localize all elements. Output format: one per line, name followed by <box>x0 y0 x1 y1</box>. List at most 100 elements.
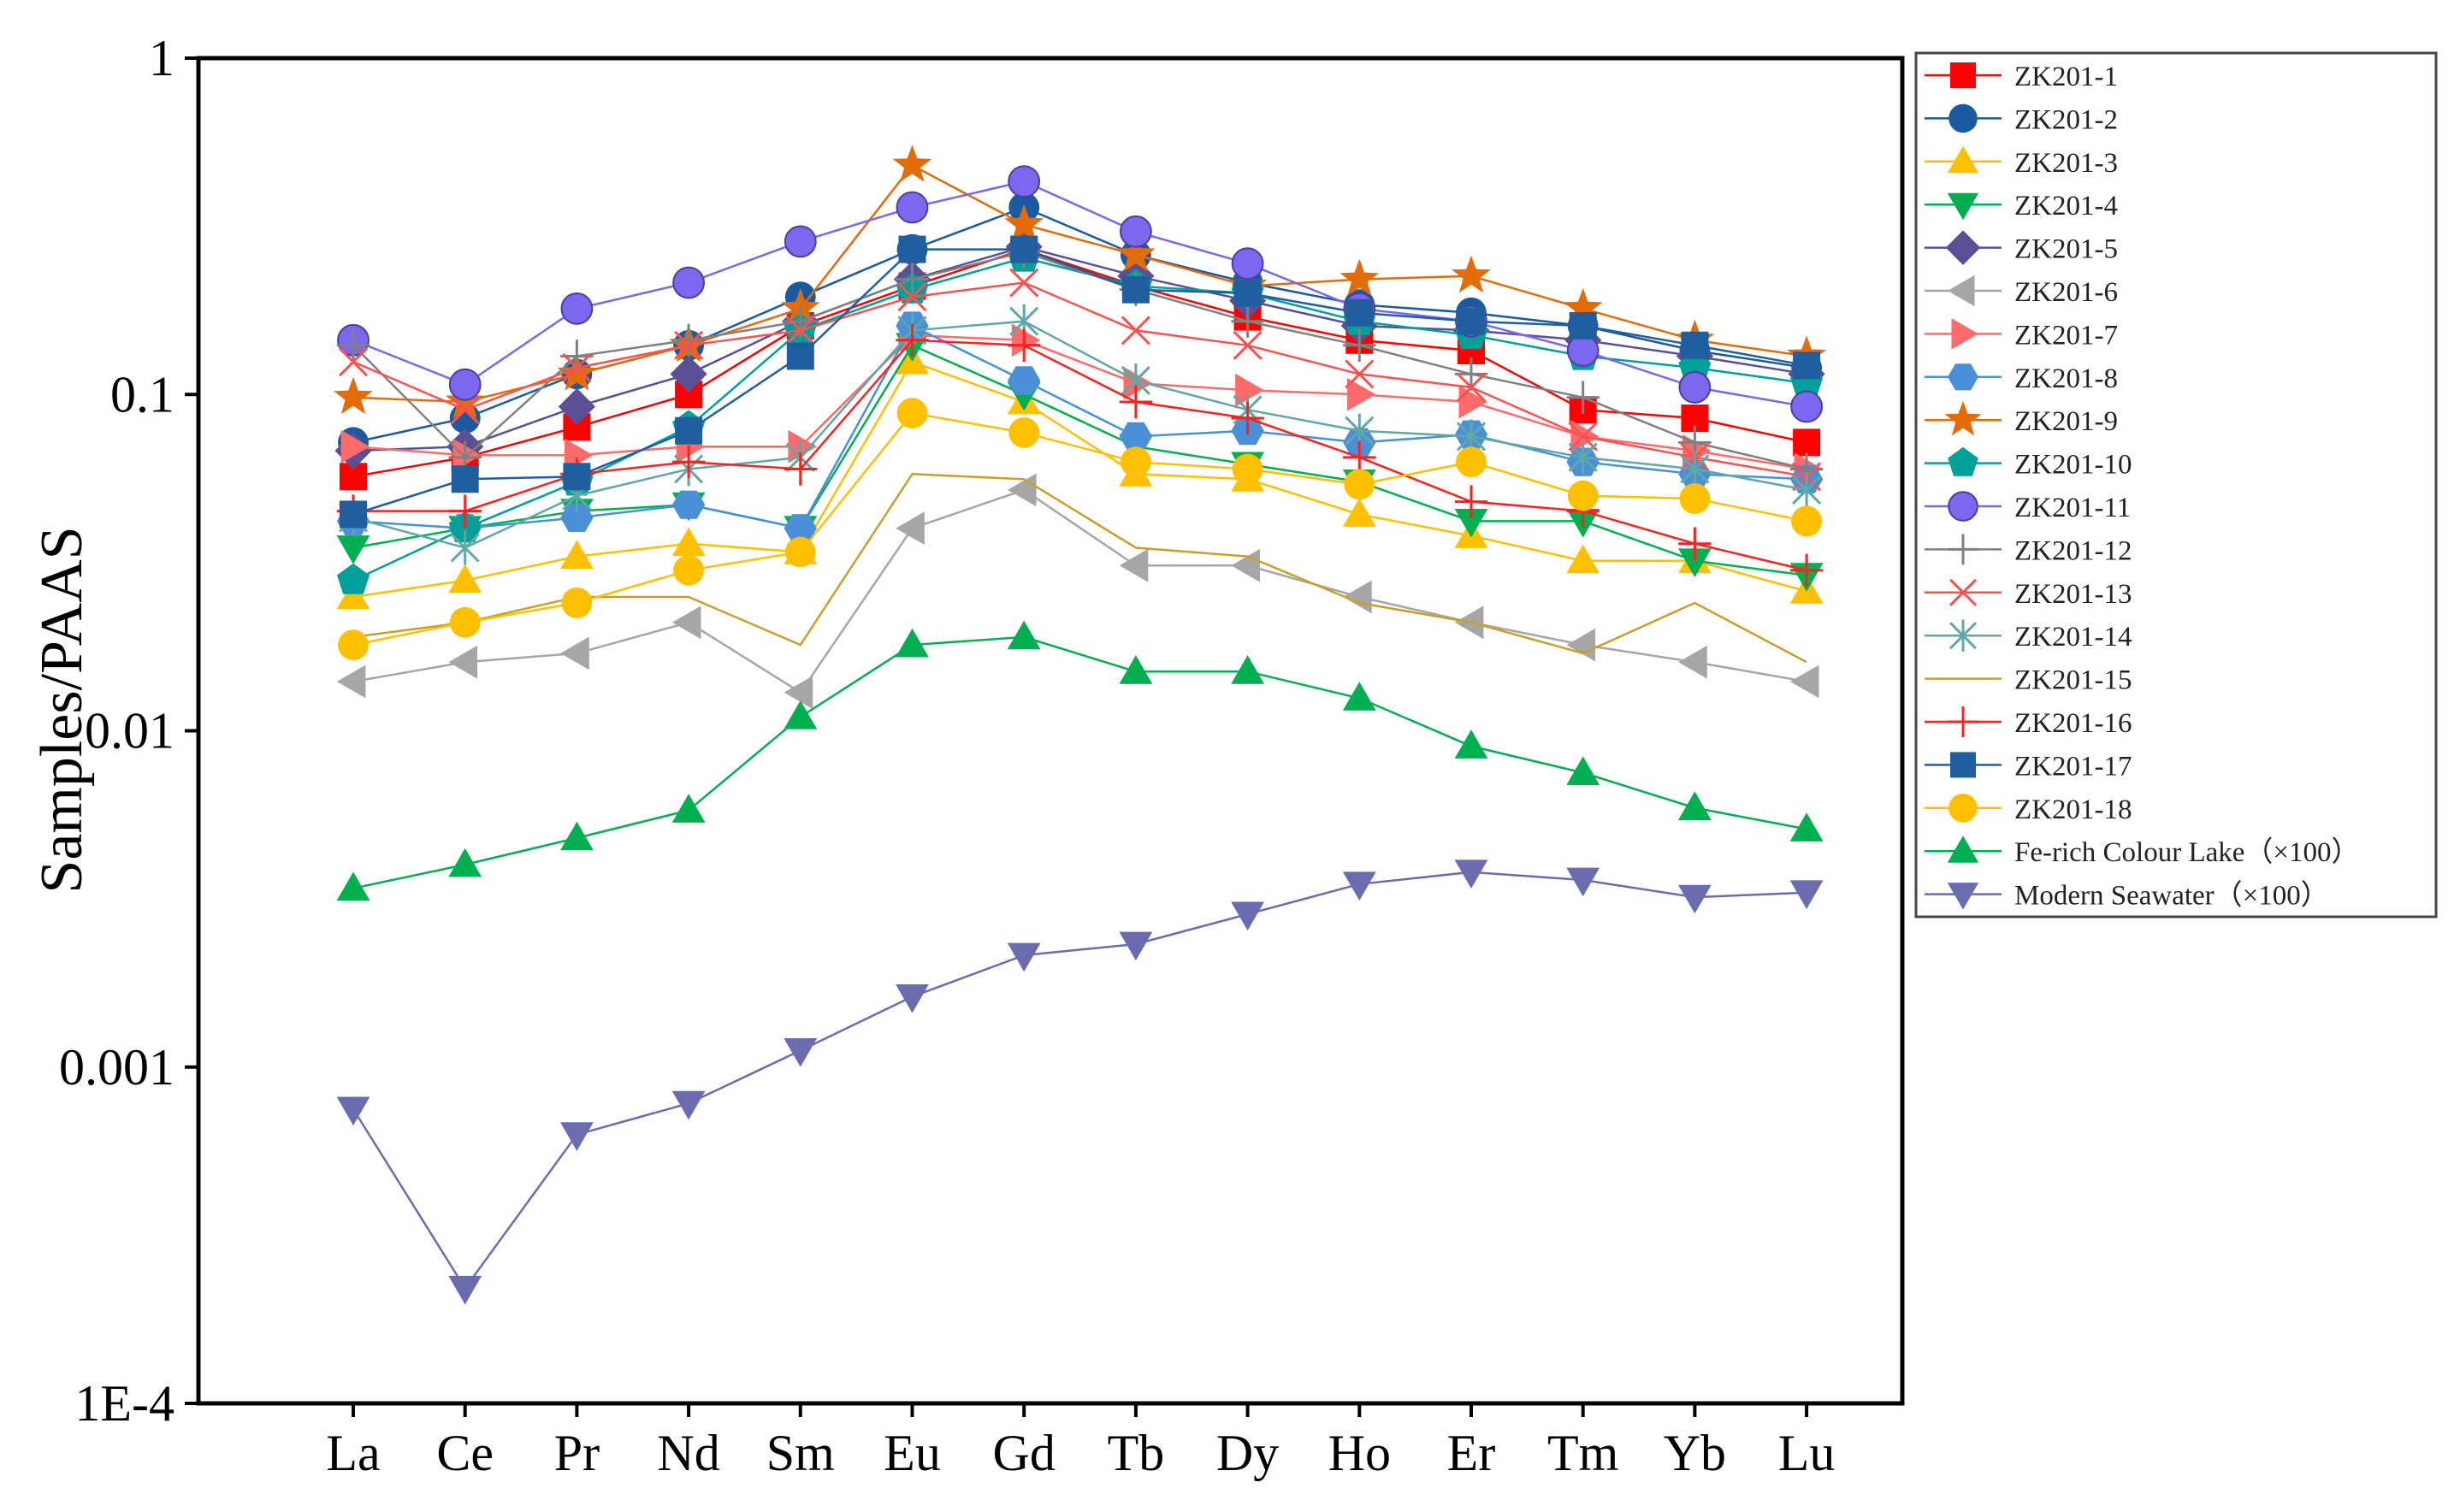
x-tick-label: Ho <box>1328 1425 1391 1481</box>
data-point <box>671 490 706 519</box>
series-line <box>352 871 1807 1291</box>
data-point <box>784 304 817 338</box>
legend-label: ZK201-12 <box>2014 535 2132 566</box>
legend: ZK201-1 ZK201-2 ZK201-3 ZK201-4 ZK201-5 ZK201… <box>1914 51 2438 918</box>
legend-marker <box>1948 534 1978 565</box>
data-point <box>896 984 929 1013</box>
data-point <box>1566 381 1600 414</box>
legend-label: ZK201-4 <box>2014 191 2118 221</box>
data-point <box>1454 357 1488 391</box>
data-point <box>671 323 706 357</box>
data-point <box>336 664 366 699</box>
series-9 <box>334 145 1826 419</box>
data-point <box>1343 328 1376 362</box>
data-point <box>448 494 482 528</box>
data-point <box>1231 901 1264 931</box>
data-point <box>340 429 370 464</box>
series-line <box>352 344 1807 576</box>
data-point <box>1791 505 1823 537</box>
data-point <box>896 628 929 658</box>
data-point <box>1011 323 1041 357</box>
data-point <box>1678 884 1712 914</box>
legend-marker <box>1947 836 1979 863</box>
x-tick-label: Pr <box>554 1425 600 1481</box>
data-point <box>1345 298 1374 327</box>
data-point <box>1119 215 1152 248</box>
data-point <box>1789 812 1824 842</box>
data-point <box>671 527 706 557</box>
data-point <box>448 564 482 594</box>
data-point <box>340 500 367 529</box>
x-tick-label: Yb <box>1664 1425 1726 1481</box>
data-point <box>561 588 593 618</box>
x-tick-label: Ce <box>436 1425 494 1481</box>
series-layer <box>334 145 1826 1305</box>
legend-box <box>1914 51 2438 918</box>
data-point <box>1680 452 1710 487</box>
series-17 <box>340 235 1821 529</box>
data-point <box>449 606 481 638</box>
data-point <box>1566 544 1600 574</box>
data-point <box>897 282 927 312</box>
data-point <box>1566 756 1600 785</box>
data-point <box>1344 469 1375 500</box>
data-point <box>560 292 594 325</box>
data-point <box>1233 279 1262 307</box>
legend-marker <box>1948 794 1978 823</box>
data-point <box>1343 580 1372 614</box>
series-2 <box>338 192 1823 458</box>
series-20 <box>336 859 1824 1305</box>
data-point <box>1346 377 1376 411</box>
data-point <box>1789 553 1824 588</box>
x-tick-label: Eu <box>884 1425 941 1481</box>
data-point <box>1121 275 1150 304</box>
data-point <box>1681 331 1709 359</box>
legend-marker <box>1948 103 1978 133</box>
data-point <box>1231 655 1264 684</box>
legend-item: ZK201-12 <box>1925 534 2132 566</box>
data-point <box>896 323 929 357</box>
data-point <box>336 871 370 901</box>
data-point <box>448 848 482 877</box>
data-point <box>1793 351 1821 380</box>
data-point <box>1339 258 1380 296</box>
data-point <box>896 191 929 224</box>
data-point <box>674 330 704 360</box>
legend-label: ZK201-13 <box>2014 579 2132 610</box>
legend-label: Fe-rich Colour Lake（×100） <box>2014 837 2360 868</box>
data-point <box>1792 472 1822 507</box>
data-point <box>1007 942 1041 972</box>
data-point <box>1458 307 1485 335</box>
series-6 <box>336 473 1819 710</box>
series-13 <box>338 268 1822 492</box>
data-point <box>1454 729 1488 759</box>
x-tick-label: Tm <box>1547 1425 1618 1481</box>
data-point <box>448 1275 482 1305</box>
data-point <box>1678 370 1712 404</box>
legend-marker <box>1948 619 1978 652</box>
data-point <box>1678 527 1712 560</box>
y-tick-label: 1 <box>149 30 174 86</box>
series-11 <box>337 165 1824 423</box>
data-point <box>1119 422 1153 451</box>
data-point <box>1231 548 1260 582</box>
legend-label: ZK201-2 <box>2014 104 2118 135</box>
data-point <box>1343 440 1376 475</box>
series-line <box>352 488 1807 694</box>
legend-marker <box>1948 446 1978 476</box>
series-line <box>352 324 1807 530</box>
x-tick-label: Lu <box>1778 1425 1836 1481</box>
data-point <box>1678 791 1712 820</box>
data-point <box>1566 628 1596 662</box>
data-point <box>1789 880 1824 909</box>
data-point <box>1566 867 1600 897</box>
data-point <box>1789 664 1819 699</box>
y-tick-label: 0.001 <box>59 1039 174 1096</box>
legend-marker <box>1950 62 1976 88</box>
x-axis: La Ce Pr Nd Sm Eu Gd Tb Dy Ho Er Tm Yb Lu <box>326 1403 1835 1481</box>
data-point <box>1010 235 1038 263</box>
x-tick-label: Sm <box>766 1425 835 1481</box>
data-point <box>448 645 478 679</box>
data-point <box>1342 871 1376 901</box>
series-line <box>352 360 1807 599</box>
